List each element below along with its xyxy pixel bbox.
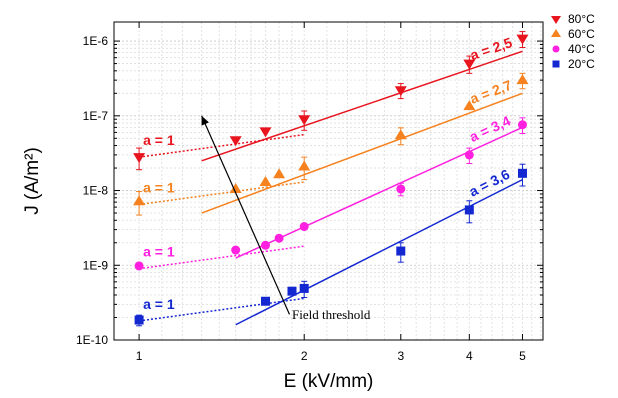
- data-point: [298, 115, 311, 126]
- fit-line-high: [235, 178, 523, 326]
- data-point: [273, 168, 286, 179]
- data-point: [299, 283, 309, 293]
- data-point: [260, 240, 270, 250]
- data-point: [298, 160, 311, 171]
- slope-label-low: a = 1: [143, 180, 175, 196]
- data-point: [231, 245, 241, 255]
- data-point: [133, 153, 146, 164]
- threshold-arrowhead: [201, 115, 209, 126]
- legend-label: 60°C: [568, 27, 595, 41]
- slope-labels: a = 1 a = 2,5 a = 1 a = 2,7 a = 1 a = 3,4 a = …: [143, 34, 514, 312]
- axis-ticks: 1E-10 1E-9 1E-8 1E-7 1E-6 1 2 3 4 5: [76, 22, 543, 363]
- data-point: [259, 176, 272, 187]
- data-points: [133, 31, 529, 327]
- legend-label: 80°C: [568, 12, 595, 26]
- data-point: [299, 222, 309, 232]
- slope-label-low: a = 1: [143, 296, 175, 312]
- data-point: [229, 136, 242, 147]
- data-point: [464, 205, 474, 215]
- x-tick-label: 3: [397, 349, 404, 363]
- data-point: [133, 195, 146, 206]
- fit-line-high: [235, 126, 523, 259]
- legend: 80°C60°C40°C20°C: [551, 12, 595, 71]
- threshold-label: Field threshold: [292, 307, 371, 322]
- legend-marker: [552, 45, 560, 53]
- data-point: [394, 86, 407, 97]
- data-point: [517, 120, 527, 130]
- x-tick-label: 1: [136, 349, 143, 363]
- data-point: [463, 100, 476, 111]
- data-point: [396, 184, 406, 194]
- y-tick-label: 1E-8: [83, 184, 109, 198]
- field-threshold-annotation: Field threshold: [201, 115, 371, 322]
- slope-label-high: a = 2,5: [468, 34, 514, 63]
- fit-lines: [138, 50, 523, 326]
- y-tick-label: 1E-6: [83, 34, 109, 48]
- data-point: [260, 296, 270, 306]
- data-point: [394, 129, 407, 140]
- data-point: [517, 168, 527, 178]
- data-point: [396, 246, 406, 256]
- data-point: [516, 74, 529, 85]
- legend-marker: [551, 16, 561, 24]
- y-tick-label: 1E-9: [83, 258, 109, 272]
- slope-label-high: a = 2,7: [468, 77, 514, 107]
- x-tick-label: 2: [301, 349, 308, 363]
- x-tick-label: 4: [466, 349, 473, 363]
- legend-marker: [551, 29, 561, 37]
- data-point: [229, 182, 242, 193]
- data-point: [464, 150, 474, 160]
- data-point: [516, 34, 529, 45]
- legend-marker: [552, 60, 560, 68]
- data-point: [274, 233, 284, 243]
- fit-line-high: [201, 92, 523, 214]
- x-axis-title: E (kV/mm): [284, 371, 374, 392]
- x-tick-label: 5: [519, 349, 526, 363]
- legend-label: 20°C: [568, 57, 595, 71]
- legend-label: 40°C: [568, 42, 595, 56]
- slope-label-low: a = 1: [143, 132, 175, 148]
- y-axis-title: J (A/m²): [22, 147, 43, 215]
- data-point: [134, 261, 144, 271]
- threshold-arrow: [201, 115, 291, 315]
- plot-frame: [113, 21, 544, 341]
- y-tick-label: 1E-10: [76, 333, 108, 347]
- y-tick-label: 1E-7: [83, 109, 109, 123]
- slope-label-high: a = 3,4: [467, 112, 513, 145]
- slope-label-high: a = 3,6: [466, 166, 512, 200]
- data-point: [287, 286, 297, 296]
- slope-label-low: a = 1: [143, 244, 175, 260]
- data-point: [463, 59, 476, 70]
- data-point: [134, 315, 144, 325]
- data-point: [259, 127, 272, 138]
